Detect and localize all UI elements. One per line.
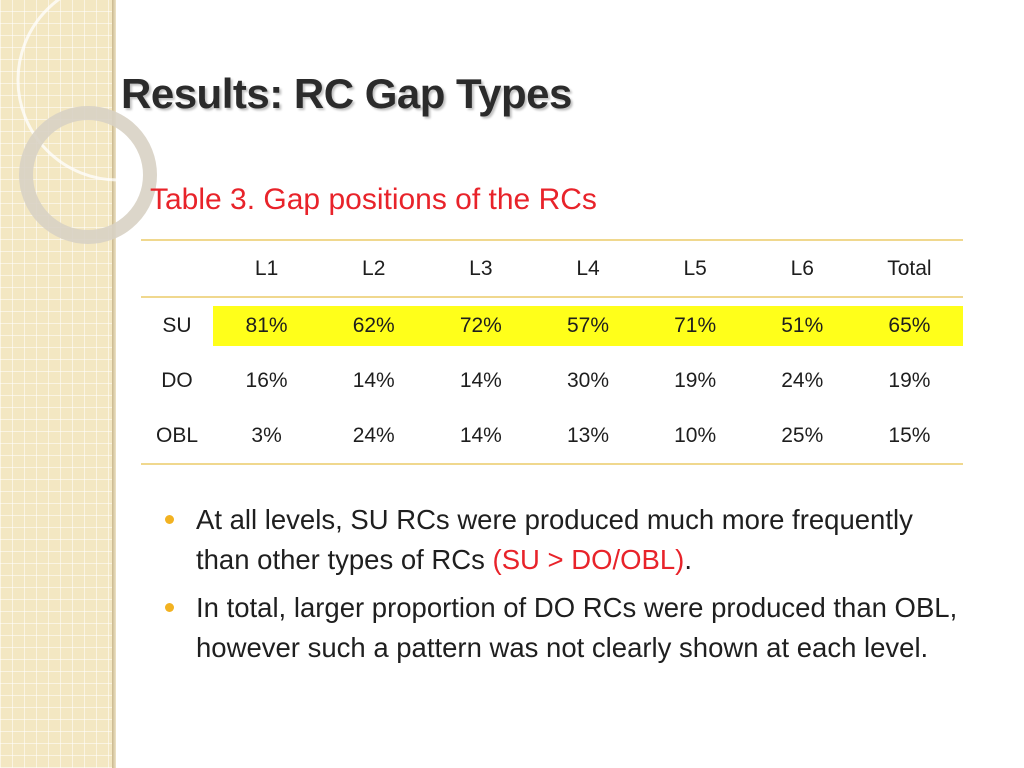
table-cell: 14% [459,423,502,447]
header-cell: L2 [362,256,386,280]
header-cell: L3 [469,256,493,280]
table-row: SU 81% 62% 72% 57% 71% 51% 65% [141,297,963,353]
table-cell: 51% [748,297,856,353]
bullet-item: In total, larger proportion of DO RCs we… [163,588,973,668]
highlighted-value: 51% [748,305,856,346]
table-cell: 57% [534,297,642,353]
header-cell: Total [887,256,932,280]
table-cell: 65% [855,297,963,353]
table-cell: 72% [427,297,535,353]
sidebar-edge [112,0,116,768]
bullet-text: At all levels, SU RCs were produced much… [196,504,913,575]
table-cell: 13% [566,423,609,447]
table-cell: 19% [888,368,931,392]
highlighted-value: 72% [427,305,535,346]
slide-title: Results: RC Gap Types [121,70,572,117]
row-label: OBL [155,423,199,447]
bullet-tail: . [684,544,692,575]
table-cell: 16% [245,368,288,392]
row-label: DO [161,368,193,392]
table-caption: Table 3. Gap positions of the RCs [150,183,597,216]
bullet-emphasis: (SU > DO/OBL) [492,544,685,575]
table-cell: 71% [641,297,749,353]
ring-decoration [16,0,200,244]
table-cell: 62% [320,297,428,353]
table-cell: 15% [888,423,931,447]
table-cell: 14% [352,368,395,392]
row-label: SU [162,313,192,337]
header-cell: L4 [576,256,600,280]
header-cell: L6 [790,256,814,280]
bullet-dot-icon [165,603,174,612]
table-row: OBL 3% 24% 14% 13% 10% 25% 15% [141,408,963,464]
header-cell [141,240,213,297]
highlighted-value: 71% [641,305,749,346]
highlighted-value: 62% [320,305,428,346]
bullet-text: In total, larger proportion of DO RCs we… [196,592,958,663]
table-cell: 10% [674,423,717,447]
bullet-item: At all levels, SU RCs were produced much… [163,500,973,580]
table-cell: 24% [781,368,824,392]
bullet-dot-icon [165,515,174,524]
header-cell: L1 [254,256,279,280]
table-cell: 24% [352,423,395,447]
table-cell: 81% [213,297,321,353]
table-cell: 30% [566,368,609,392]
table-cell: 3% [251,423,282,447]
highlighted-value: 65% [855,305,963,346]
table-cell: 25% [781,423,824,447]
bullet-list: At all levels, SU RCs were produced much… [163,500,973,676]
table-header-row: L1 L2 L3 L4 L5 L6 Total [141,240,963,297]
results-table: L1 L2 L3 L4 L5 L6 Total SU 81% 62% 72% 5… [141,239,963,465]
highlighted-value: 81% [213,305,321,346]
header-cell: L5 [683,256,707,280]
highlighted-value: 57% [534,305,642,346]
table-row: DO 16% 14% 14% 30% 19% 24% 19% [141,353,963,408]
table-cell: 14% [459,368,502,392]
table-cell: 19% [674,368,717,392]
